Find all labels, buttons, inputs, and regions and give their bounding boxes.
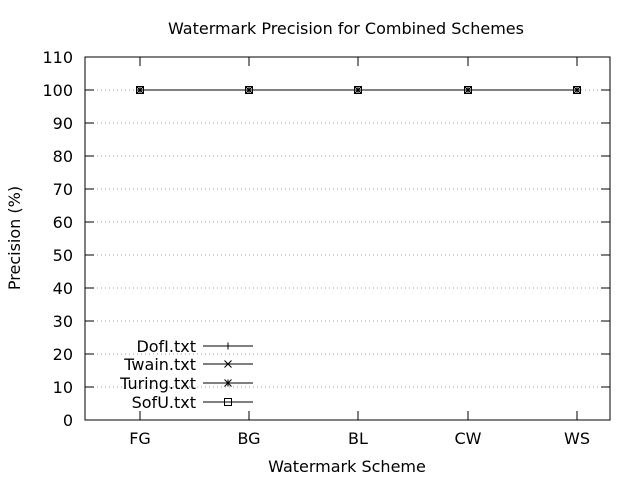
y-tick-label: 40: [53, 279, 73, 298]
legend-label: Twain.txt: [123, 355, 196, 374]
legend-entry: SofU.txt: [132, 393, 253, 412]
x-tick-label: BL: [348, 429, 368, 448]
legend-label: SofU.txt: [132, 393, 196, 412]
data-point-square: [354, 86, 362, 94]
y-tick-label: 90: [53, 114, 73, 133]
y-tick-label: 0: [63, 411, 73, 430]
y-tick-label: 30: [53, 312, 73, 331]
series-sofu-txt: [136, 86, 581, 94]
legend-marker-plus: [224, 342, 232, 350]
legend-marker-cross: [224, 360, 232, 368]
y-tick-label: 60: [53, 213, 73, 232]
y-tick-label: 20: [53, 345, 73, 364]
y-tick-label: 80: [53, 147, 73, 166]
legend-marker-square: [224, 398, 232, 406]
data-point-square: [573, 86, 581, 94]
data-point-square: [136, 86, 144, 94]
x-tick-label: BG: [237, 429, 260, 448]
y-tick-label: 10: [53, 378, 73, 397]
legend-label: DofI.txt: [136, 337, 196, 356]
legend-entry: Turing.txt: [119, 374, 253, 393]
series-layer: [136, 86, 581, 94]
y-axis-label: Precision (%): [5, 186, 24, 290]
x-tick-label: WS: [564, 429, 590, 448]
y-tick-label: 110: [42, 48, 73, 67]
legend-marker-star: [224, 379, 232, 387]
axis-layer: 0 10 20 30 40 50 60 70 80 90 100 110 FG BG BL CW WS: [42, 48, 610, 448]
x-tick-label: FG: [129, 429, 151, 448]
plot-frame: [84, 56, 611, 421]
x-tick-label: CW: [455, 429, 482, 448]
chart-title: Watermark Precision for Combined Schemes: [168, 19, 524, 38]
y-tick-label: 70: [53, 180, 73, 199]
y-tick-label: 100: [42, 81, 73, 100]
legend-entry: DofI.txt: [136, 337, 253, 356]
x-axis-label: Watermark Scheme: [268, 457, 426, 476]
data-point-square: [245, 86, 253, 94]
data-point-square: [464, 86, 472, 94]
y-tick-label: 50: [53, 246, 73, 265]
legend-entry: Twain.txt: [123, 355, 253, 374]
legend-label: Turing.txt: [119, 374, 196, 393]
